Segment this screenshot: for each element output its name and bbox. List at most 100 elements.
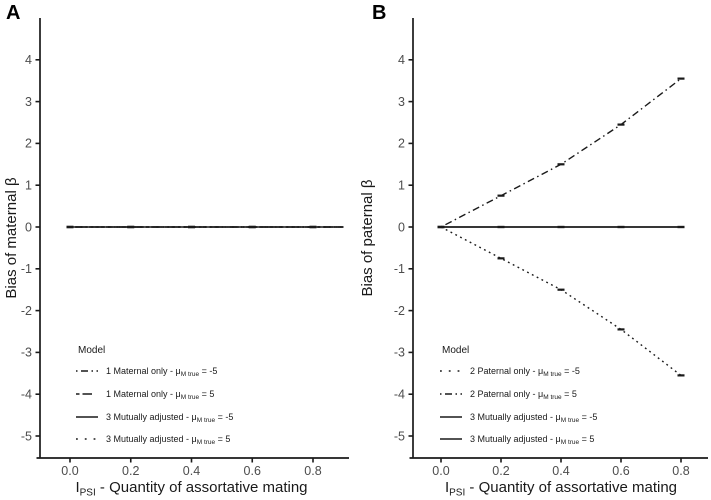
y-tick-label: -5: [394, 429, 405, 443]
legend-item-subscript: M true: [561, 439, 580, 446]
legend-item-subscript: M true: [543, 371, 562, 378]
y-tick-label: -1: [21, 262, 32, 276]
y-tick-label: -4: [394, 388, 405, 402]
legend-item-value: = -5: [215, 412, 233, 422]
y-tick-label: 2: [398, 137, 405, 151]
x-tick-label: 0.2: [492, 464, 509, 478]
y-axis-title: Bias of maternal β: [3, 177, 20, 299]
data-point-marker: [497, 194, 505, 197]
data-point-marker: [497, 225, 505, 229]
legend-title: Model: [442, 345, 469, 356]
x-axis-title-rest: - Quantity of assortative mating: [96, 479, 308, 496]
x-tick-label: 0.4: [183, 464, 200, 478]
data-point-marker: [617, 225, 625, 229]
legend-item-label: 2 Paternal only - μM true = -5: [470, 366, 580, 378]
legend-item-subscript: M true: [543, 394, 562, 401]
y-tick-label: -3: [394, 346, 405, 360]
series-group: [66, 225, 344, 229]
series-line-1: [440, 78, 682, 228]
y-tick-label: 1: [25, 179, 32, 193]
y-tick-label: -2: [21, 304, 32, 318]
y-tick-label: 4: [25, 53, 32, 67]
x-tick-label: 0.6: [612, 464, 629, 478]
x-axis-title: IPSI - Quantity of assortative mating: [445, 479, 677, 499]
data-point-marker: [677, 225, 685, 229]
legend-item: 3 Mutually adjusted - μM true = 5: [440, 434, 594, 446]
legend-item: 1 Maternal only - μM true = 5: [76, 389, 214, 401]
legend-item-subscript: M true: [197, 439, 216, 446]
series-line-0: [440, 226, 682, 376]
data-point-marker: [617, 123, 625, 126]
x-axis-title-rest: - Quantity of assortative mating: [465, 479, 677, 496]
y-tick-label: 3: [398, 95, 405, 109]
legend-item-value: = -5: [562, 366, 580, 376]
data-point-marker: [557, 288, 565, 291]
y-tick-label: -4: [21, 388, 32, 402]
data-point-marker: [677, 77, 685, 80]
legend-item-subscript: M true: [561, 417, 580, 424]
legend-item-value: = 5: [215, 434, 230, 444]
data-point-marker: [497, 257, 505, 260]
data-point-marker: [248, 225, 256, 229]
legend-item-value: = -5: [199, 366, 217, 376]
data-point-marker: [557, 163, 565, 166]
y-tick-label: -2: [394, 304, 405, 318]
data-point-marker: [557, 225, 565, 229]
legend-item: 2 Paternal only - μM true = 5: [440, 389, 577, 401]
x-tick-label: 0.6: [244, 464, 261, 478]
x-tick-label: 0.8: [672, 464, 689, 478]
y-tick-label: 1: [398, 179, 405, 193]
legend-item-subscript: M true: [181, 371, 200, 378]
x-axis-title-subscript: PSI: [449, 488, 465, 499]
series-group: [437, 77, 685, 377]
data-point-marker: [309, 225, 317, 229]
data-point-marker: [437, 225, 445, 229]
legend-item: 2 Paternal only - μM true = -5: [440, 366, 580, 378]
x-tick-label: 0.0: [61, 464, 78, 478]
legend-title: Model: [78, 345, 105, 356]
x-axis-title: IPSI - Quantity of assortative mating: [75, 479, 307, 499]
legend-item-value: = -5: [579, 412, 597, 422]
x-tick-label: 0.8: [304, 464, 321, 478]
axes: 4 3 2 1 0 -1 -2 -3 -4 -5 0.0 0.2 0.4 0.6 0.8: [21, 18, 349, 478]
data-point-marker: [66, 225, 74, 229]
legend-item-subscript: M true: [197, 417, 216, 424]
legend-item-subscript: M true: [181, 394, 200, 401]
data-point-marker: [677, 374, 685, 377]
legend-item-value: = 5: [579, 434, 594, 444]
legend-item-label: 2 Paternal only - μM true = 5: [470, 389, 577, 401]
panel-b: B 4 3 2 1 0 -1 -2 -3 -4 -5 0.0 0.2 0.4 0.6 0.8 IPSI - Q…: [356, 0, 711, 500]
legend-item-label: 3 Mutually adjusted - μM true = 5: [470, 434, 594, 446]
y-axis-title: Bias of paternal β: [359, 179, 376, 296]
panel-a-label: A: [6, 2, 21, 24]
panel-b-label: B: [372, 2, 387, 24]
y-tick-label: 2: [25, 137, 32, 151]
legend-item-label: 3 Mutually adjusted - μM true = -5: [106, 412, 233, 424]
y-tick-label: -5: [21, 429, 32, 443]
data-point-marker: [188, 225, 195, 229]
data-point-marker: [617, 328, 625, 331]
y-tick-label: 4: [398, 53, 405, 67]
legend-item-label: 3 Mutually adjusted - μM true = -5: [470, 412, 597, 424]
x-axis-title-subscript: PSI: [80, 488, 96, 499]
y-tick-label: 0: [398, 220, 405, 234]
axes: 4 3 2 1 0 -1 -2 -3 -4 -5 0.0 0.2 0.4 0.6 0.8: [394, 18, 708, 478]
legend-item: 1 Maternal only - μM true = -5: [76, 366, 217, 378]
y-tick-label: -1: [394, 262, 405, 276]
legend-item-value: = 5: [562, 389, 577, 399]
legend-item-label: 1 Maternal only - μM true = -5: [106, 366, 217, 378]
legend-item: 3 Mutually adjusted - μM true = -5: [440, 412, 597, 424]
legend-item: 3 Mutually adjusted - μM true = 5: [76, 434, 230, 446]
legend-item: 3 Mutually adjusted - μM true = -5: [76, 412, 233, 424]
panel-a: A 4 3 2 1 0 -1 -2 -3 -4 -5 0.0 0.2 0.4 0.6 0.8 IPSI - Q…: [3, 2, 349, 499]
y-tick-label: -3: [21, 346, 32, 360]
legend-item-value: = 5: [199, 389, 214, 399]
y-tick-label: 3: [25, 95, 32, 109]
legend-item-label: 1 Maternal only - μM true = 5: [106, 389, 214, 401]
x-tick-label: 0.4: [552, 464, 569, 478]
